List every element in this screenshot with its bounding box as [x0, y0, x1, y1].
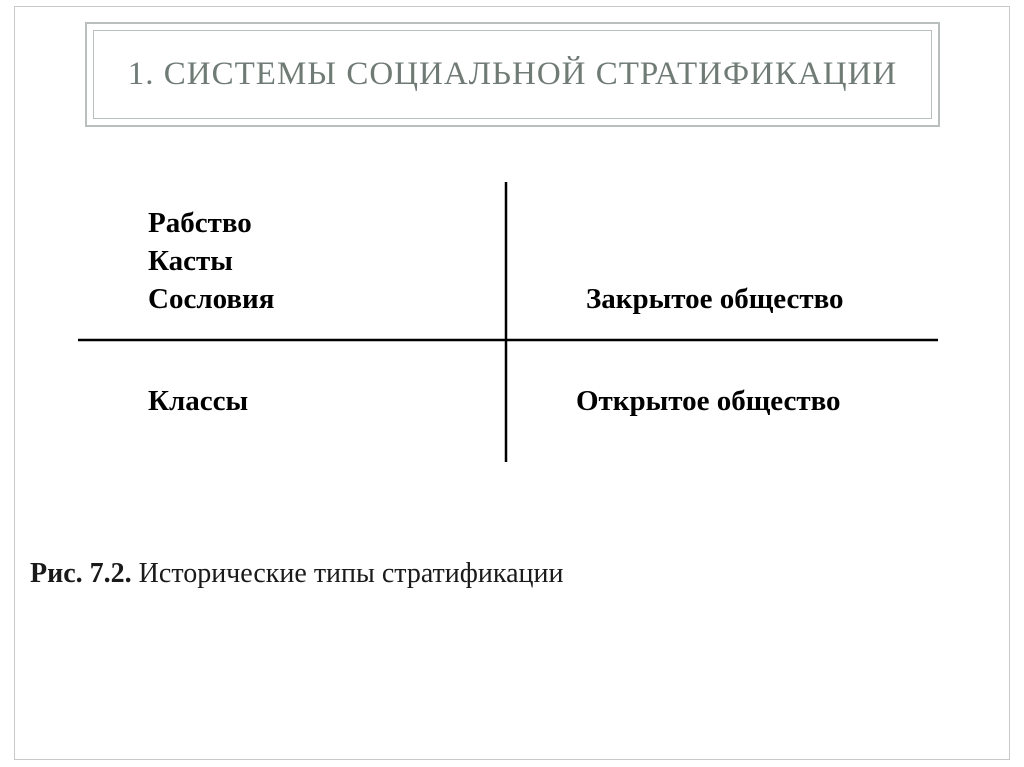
cell-top-right: Закрытое общество: [586, 280, 844, 318]
figure-caption: Рис. 7.2. Исторические типы стратификаци…: [30, 558, 563, 590]
cell-top-left: РабствоКастыСословия: [148, 204, 274, 318]
caption-text: Исторические типы стратификации: [139, 558, 564, 589]
caption-label: Рис. 7.2.: [30, 558, 139, 589]
title-box: 1. СИСТЕМЫ СОЦИАЛЬНОЙ СТРАТИФИКАЦИИ: [85, 22, 940, 127]
diagram-area: РабствоКастыСословия Закрытое общество К…: [18, 172, 1006, 592]
slide-title: 1. СИСТЕМЫ СОЦИАЛЬНОЙ СТРАТИФИКАЦИИ: [128, 54, 897, 95]
cell-bottom-right: Открытое общество: [576, 382, 841, 420]
cell-bottom-left: Классы: [148, 382, 248, 420]
